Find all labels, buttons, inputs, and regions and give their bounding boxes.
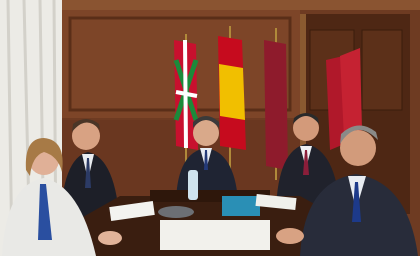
hands xyxy=(276,228,304,244)
spain-flag-yellow xyxy=(219,64,245,120)
cornice xyxy=(60,0,420,10)
tray xyxy=(158,206,194,218)
photo xyxy=(0,0,420,256)
folder xyxy=(222,196,260,216)
regional-flag xyxy=(264,40,288,170)
papers xyxy=(160,220,270,250)
hands xyxy=(98,231,122,245)
water-bottle xyxy=(188,170,198,200)
page: (() => { const data = JSON.parse(documen… xyxy=(0,0,420,256)
door-panel xyxy=(362,30,402,110)
